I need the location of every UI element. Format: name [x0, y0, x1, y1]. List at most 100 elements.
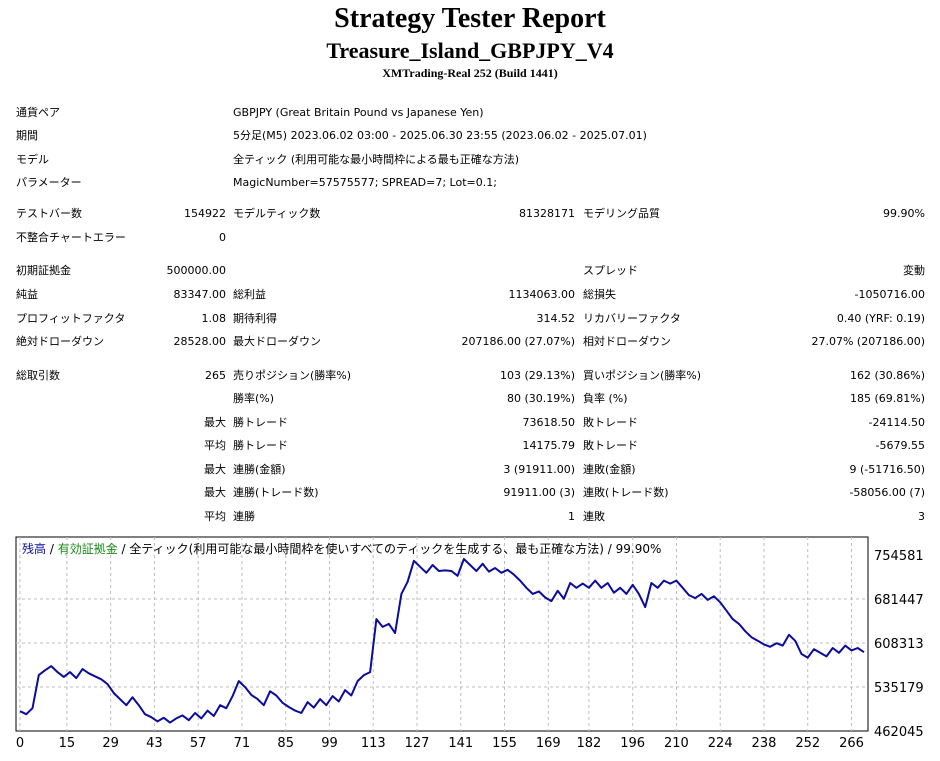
value-avg-loss: -5679.55 [875, 439, 925, 452]
x-tick-label: 71 [234, 736, 251, 751]
server-build: XMTrading-Real 252 (Build 1441) [382, 66, 558, 80]
x-tick-label: 113 [361, 736, 386, 751]
label-loss-rate: 負率 (%) [583, 392, 628, 405]
x-tick-label: 15 [59, 736, 76, 751]
x-tick-label: 141 [448, 736, 473, 751]
label-initial-deposit: 初期証拠金 [16, 264, 71, 277]
x-tick-label: 43 [146, 736, 163, 751]
info-value-period: 5分足(M5) 2023.06.02 03:00 - 2025.06.30 23… [233, 129, 647, 142]
value-model-ticks: 81328171 [519, 207, 575, 220]
y-tick-label: 681447 [874, 593, 924, 608]
value-net-profit: 83347.00 [173, 288, 227, 301]
value-profit-factor: 1.08 [201, 312, 227, 325]
label-mismatch: 不整合チャートエラー [16, 231, 126, 244]
label-largest-loss: 敗トレード [583, 416, 638, 429]
value-cons-win-money: 3 (91911.00) [503, 463, 575, 476]
label-rel-drawdown: 相対ドローダウン [583, 335, 671, 348]
x-tick-label: 99 [321, 736, 338, 751]
label-win-rate: 勝率(%) [233, 392, 275, 405]
x-tick-label: 169 [536, 736, 561, 751]
value-cons-loss-money: 9 (-51716.50) [849, 463, 925, 476]
label-model-ticks: モデルティック数 [233, 207, 321, 220]
value-initial-deposit: 500000.00 [166, 264, 227, 277]
label-spread: スプレッド [583, 264, 638, 277]
label-avg-cons-loss: 連敗 [583, 510, 605, 523]
label-average: 平均 [204, 439, 226, 452]
label-max-cons-money: 最大 [204, 463, 226, 476]
label-cons-loss-count: 連敗(トレード数) [583, 486, 669, 499]
legend-equity: 有効証拠金 [57, 542, 118, 556]
value-loss-rate: 185 (69.81%) [849, 392, 925, 405]
label-test-bars: テストバー数 [16, 207, 82, 220]
chart-canvas: 754581 681447 608313 535179 462045 0 15 29 43 57 7… [15, 536, 924, 751]
label-cons-win-money: 連勝(金額) [233, 463, 286, 476]
value-total-trades: 265 [205, 369, 226, 382]
label-short-positions: 売りポジション(勝率%) [233, 369, 352, 382]
label-net-profit: 純益 [16, 288, 38, 301]
label-avg-cons-win: 連勝 [233, 510, 255, 523]
value-spread: 変動 [903, 264, 925, 277]
value-avg-cons-win: 1 [568, 510, 575, 523]
value-long-positions: 162 (30.86%) [849, 369, 925, 382]
legend-balance: 残高 [22, 542, 47, 556]
value-win-rate: 80 (30.19%) [506, 392, 575, 405]
value-cons-win-count: 91911.00 (3) [503, 486, 575, 499]
label-abs-drawdown: 絶対ドローダウン [16, 335, 104, 348]
balance-chart: 754581 681447 608313 535179 462045 0 15 29 43 57 7… [0, 534, 940, 761]
info-value-params: MagicNumber=57575577; SPREAD=7; Lot=0.1; [233, 176, 497, 189]
value-gross-loss: -1050716.00 [854, 288, 925, 301]
value-expected-payoff: 314.52 [536, 312, 576, 325]
balance-series-line [19, 558, 865, 724]
chart-legend: 残高 / 有効証拠金 / 全ティック(利用可能な最小時間枠を使いすべてのティック… [22, 540, 661, 557]
label-gross-profit: 総利益 [233, 288, 266, 301]
info-value-symbol: GBPJPY (Great Britain Pound vs Japanese … [233, 106, 484, 119]
value-short-positions: 103 (29.13%) [499, 369, 575, 382]
label-expected-payoff: 期待利得 [233, 312, 277, 325]
label-largest: 最大 [204, 416, 226, 429]
x-tick-label: 182 [577, 736, 602, 751]
value-largest-win: 73618.50 [522, 416, 576, 429]
report-title: Strategy Tester Report [334, 3, 606, 34]
info-label-period: 期間 [16, 129, 38, 142]
value-rel-drawdown: 27.07% (207186.00) [811, 335, 925, 348]
info-value-model: 全ティック (利用可能な最小時間枠による最も正確な方法) [233, 153, 520, 166]
value-avg-win: 14175.79 [522, 439, 576, 452]
x-tick-label: 0 [16, 736, 24, 751]
label-long-positions: 買いポジション(勝率%) [583, 369, 702, 382]
y-tick-label: 535179 [874, 681, 924, 696]
y-tick-label: 608313 [874, 637, 924, 652]
label-cons-loss-money: 連敗(金額) [583, 463, 636, 476]
label-recovery-factor: リカバリーファクタ [583, 312, 681, 325]
label-avg-loss: 敗トレード [583, 439, 638, 452]
x-tick-label: 196 [620, 736, 645, 751]
x-tick-label: 224 [708, 736, 733, 751]
label-avg-win: 勝トレード [233, 439, 288, 452]
value-max-drawdown: 207186.00 (27.07%) [461, 335, 575, 348]
x-tick-label: 238 [752, 736, 777, 751]
x-tick-label: 252 [795, 736, 820, 751]
label-max-cons-count: 最大 [204, 486, 226, 499]
legend-rest: / 全ティック(利用可能な最小時間枠を使いすべてのティックを生成する、最も正確な… [117, 542, 662, 556]
label-max-drawdown: 最大ドローダウン [233, 335, 321, 348]
x-tick-label: 57 [190, 736, 207, 751]
value-recovery-factor: 0.40 (YRF: 0.19) [836, 312, 925, 325]
info-label-params: パラメーター [16, 176, 82, 189]
label-profit-factor: プロフィットファクタ [16, 312, 126, 325]
value-abs-drawdown: 28528.00 [173, 335, 227, 348]
value-mismatch: 0 [219, 231, 226, 244]
label-largest-win: 勝トレード [233, 416, 288, 429]
x-tick-label: 29 [102, 736, 119, 751]
y-tick-label: 754581 [874, 549, 924, 564]
value-test-bars: 154922 [184, 207, 226, 220]
y-tick-label: 462045 [874, 725, 924, 740]
legend-sep: / [46, 542, 58, 556]
x-tick-label: 266 [839, 736, 864, 751]
value-avg-cons-loss: 3 [918, 510, 925, 523]
x-tick-label: 127 [405, 736, 430, 751]
label-model-quality: モデリング品質 [583, 207, 660, 220]
value-gross-profit: 1134063.00 [508, 288, 575, 301]
label-gross-loss: 総損失 [583, 288, 616, 301]
x-tick-label: 155 [492, 736, 517, 751]
x-tick-label: 85 [277, 736, 294, 751]
label-cons-win-count: 連勝(トレード数) [233, 486, 319, 499]
